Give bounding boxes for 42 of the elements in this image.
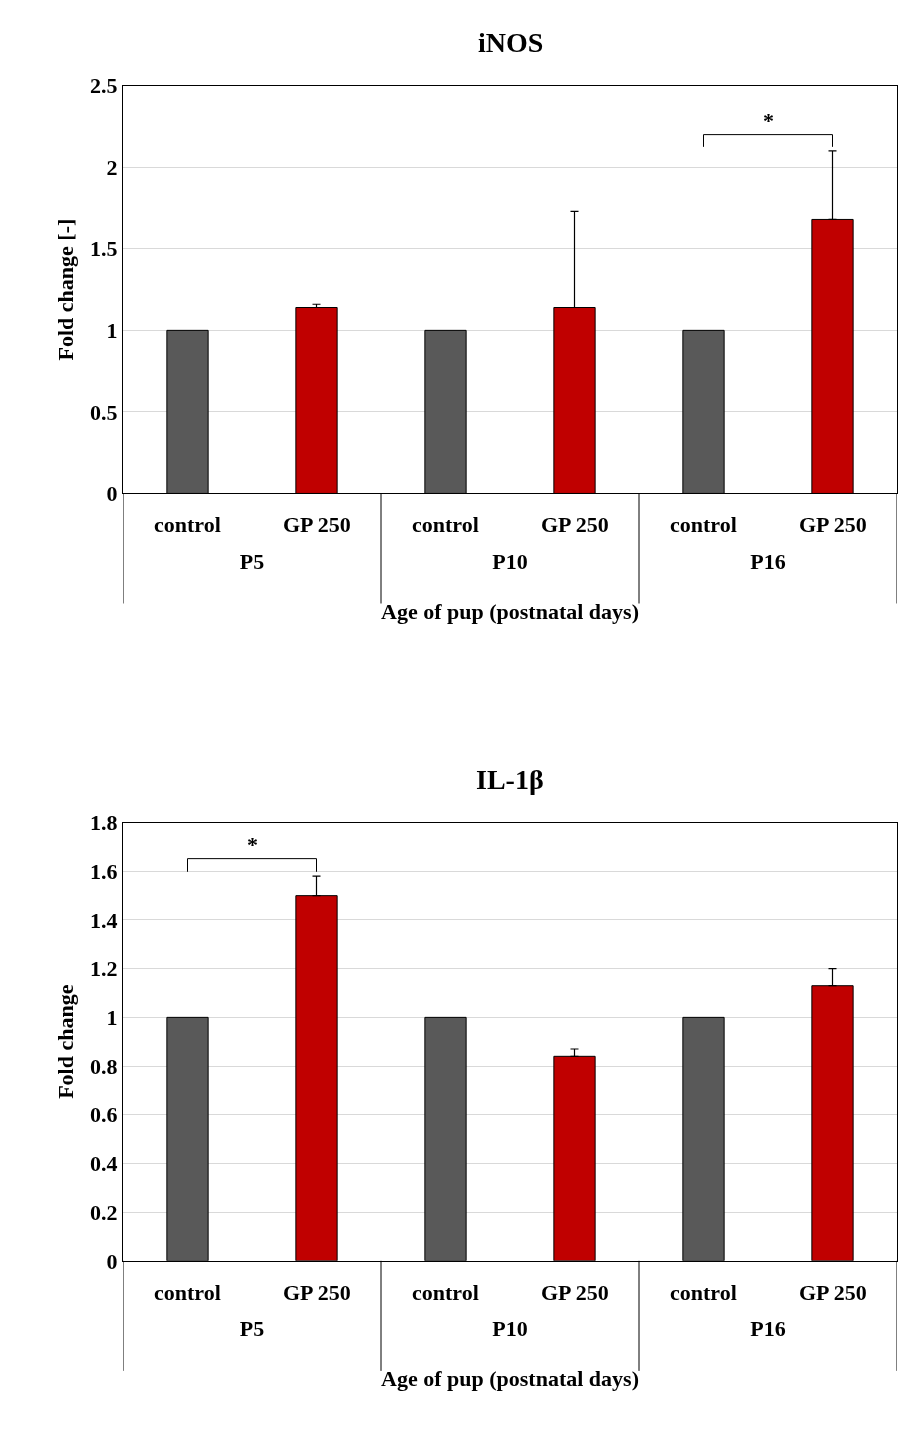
y-tick-label: 0.5 [90, 399, 118, 425]
x-tick-label: P16 [750, 548, 786, 574]
y-axis-title: Fold change [-] [52, 218, 78, 361]
series-label: GP 250 [283, 1280, 351, 1305]
text: GP 250 [799, 512, 867, 537]
x-tick-label: P5 [239, 548, 265, 574]
y-tick-label: 0 [106, 481, 118, 507]
y-tick-label: 2 [106, 154, 118, 180]
y-tick-label: 0.8 [90, 1053, 118, 1079]
series-label: control [670, 512, 737, 537]
y-tick-label: 1.2 [90, 956, 118, 982]
y-tick-label: 1.4 [90, 907, 118, 933]
text: control [154, 512, 221, 537]
x-tick-label: P5 [239, 1316, 265, 1342]
text: control [412, 512, 479, 537]
y-tick-label: 0.4 [90, 1151, 118, 1177]
y-tick-label: 1 [106, 318, 118, 344]
chart-title: iNOS [478, 27, 544, 58]
y-tick-label: 0.6 [90, 1102, 118, 1128]
y-tick-label: 1.5 [90, 236, 118, 262]
y-tick-label: 1.8 [90, 810, 118, 836]
x-axis-title: Age of pup (postnatal days) [381, 1366, 639, 1392]
annotation: * [763, 108, 774, 133]
text: control [412, 1280, 479, 1305]
x-axis-title: Age of pup (postnatal days) [381, 598, 639, 624]
series-label: GP 250 [283, 512, 351, 537]
x-tick-label: P10 [492, 1316, 528, 1342]
x-tick-label: P10 [492, 548, 528, 574]
y-tick-label: 0.2 [90, 1199, 118, 1225]
y-axis-title: Fold change [52, 984, 78, 1099]
text: control [154, 1280, 221, 1305]
y-tick-label: 1.6 [90, 859, 118, 884]
text: GP 250 [541, 512, 609, 537]
chart-title: IL-1β [476, 764, 544, 795]
annotation: * [247, 832, 258, 857]
y-tick-label: 1 [106, 1005, 118, 1031]
series-label: control [670, 1280, 737, 1305]
text: GP 250 [541, 1280, 609, 1305]
text: GP 250 [799, 1280, 867, 1305]
y-tick-label: 0 [106, 1248, 118, 1274]
x-tick-label: P16 [750, 1316, 786, 1342]
y-tick-label: 2.5 [90, 73, 118, 99]
